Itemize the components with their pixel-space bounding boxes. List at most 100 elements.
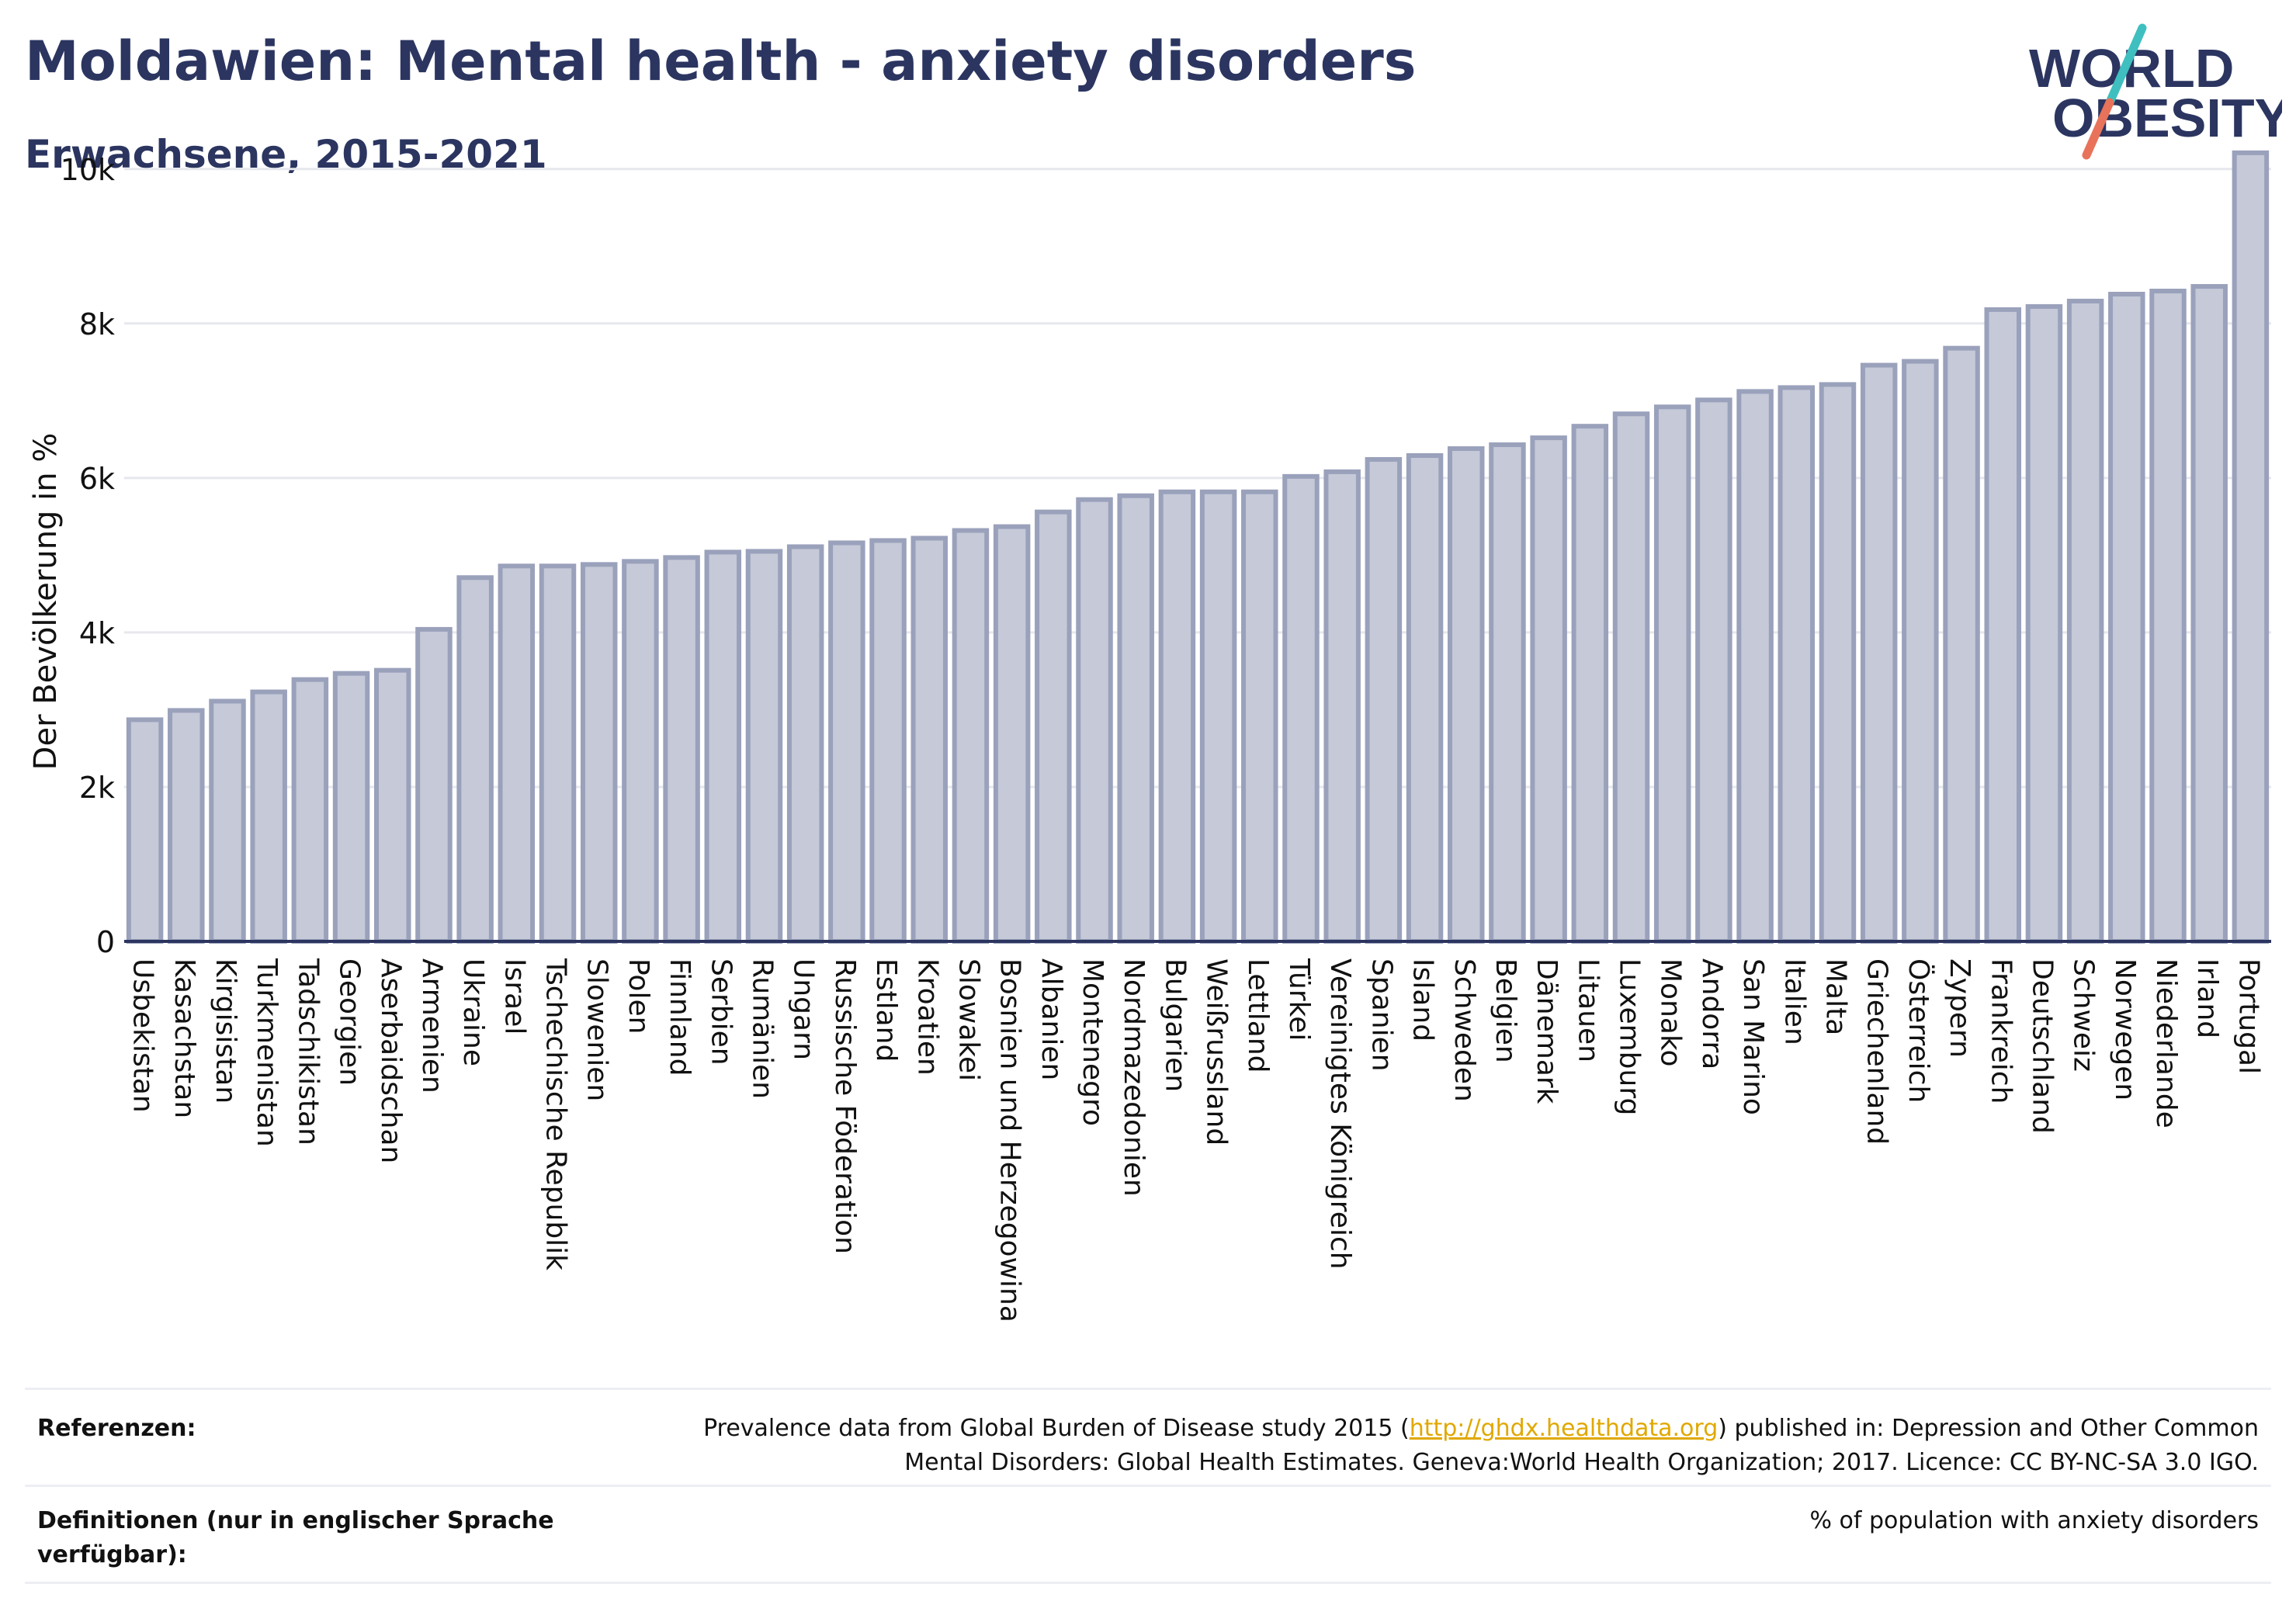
x-tick-label: Island bbox=[1407, 958, 1439, 1041]
x-tick-label: San Marino bbox=[1737, 958, 1769, 1115]
bar[interactable] bbox=[1117, 493, 1154, 944]
y-tick-label: 8k bbox=[79, 307, 115, 341]
definitions-label: Definitionen (nur in englischer Sprache … bbox=[37, 1504, 596, 1572]
bar[interactable] bbox=[374, 667, 411, 944]
bar[interactable] bbox=[1199, 489, 1237, 944]
references-text-before: Prevalence data from Global Burden of Di… bbox=[703, 1415, 1410, 1442]
bar[interactable] bbox=[2232, 150, 2270, 944]
x-tick-label: Frankreich bbox=[1985, 958, 2017, 1104]
bar[interactable] bbox=[456, 575, 494, 944]
bar[interactable] bbox=[1489, 442, 1526, 944]
x-tick-label: Ukraine bbox=[457, 958, 489, 1066]
x-tick-label: Dänemark bbox=[1531, 958, 1562, 1104]
x-tick-label: Luxemburg bbox=[1614, 958, 1646, 1115]
x-tick-label: Tschechische Republik bbox=[540, 958, 572, 1270]
x-tick-label: Kroatien bbox=[911, 958, 943, 1076]
x-tick-label: Griechenland bbox=[1861, 958, 1893, 1145]
logo-slash-bottom bbox=[2082, 98, 2114, 160]
bar[interactable] bbox=[1695, 397, 1732, 944]
x-tick-label: Kirgisistan bbox=[210, 958, 241, 1104]
bar[interactable] bbox=[1282, 473, 1320, 944]
bar[interactable] bbox=[1777, 385, 1816, 944]
bar[interactable] bbox=[539, 563, 577, 944]
bar[interactable] bbox=[1736, 389, 1774, 944]
bar[interactable] bbox=[1448, 446, 1485, 944]
bar[interactable] bbox=[745, 549, 783, 944]
bar[interactable] bbox=[291, 677, 329, 944]
bar[interactable] bbox=[1984, 307, 2021, 944]
bar[interactable] bbox=[952, 528, 990, 944]
bar[interactable] bbox=[209, 698, 246, 944]
references-row: Referenzen: Prevalence data from Global … bbox=[25, 1388, 2271, 1485]
bar[interactable] bbox=[1530, 435, 1567, 944]
bar[interactable] bbox=[1406, 452, 1444, 944]
bar[interactable] bbox=[2190, 284, 2228, 944]
x-tick-label: Turkmenistan bbox=[251, 958, 283, 1147]
bar[interactable] bbox=[332, 671, 370, 944]
x-tick-label: Belgien bbox=[1490, 958, 1521, 1063]
x-tick-label: Vereinigtes Königreich bbox=[1324, 958, 1356, 1270]
bar[interactable] bbox=[786, 544, 824, 944]
x-tick-label: Estland bbox=[870, 958, 902, 1062]
bar[interactable] bbox=[1902, 359, 1939, 944]
logo-slash-top bbox=[2105, 23, 2147, 107]
x-tick-label: Israel bbox=[498, 958, 530, 1035]
bar[interactable] bbox=[1860, 362, 1898, 944]
world-obesity-logo: WORLD OBESITY bbox=[2029, 23, 2282, 160]
bar[interactable] bbox=[622, 559, 659, 944]
bar[interactable] bbox=[993, 524, 1031, 944]
bar[interactable] bbox=[1035, 509, 1072, 944]
x-tick-label: Bosnien und Herzegowina bbox=[994, 958, 1026, 1322]
bar[interactable] bbox=[1612, 411, 1650, 944]
x-tick-label: Litauen bbox=[1572, 958, 1604, 1062]
bar[interactable] bbox=[2149, 289, 2187, 944]
bar[interactable] bbox=[828, 540, 865, 944]
x-tick-label: Georgien bbox=[334, 958, 366, 1086]
bar[interactable] bbox=[2025, 303, 2063, 944]
bar[interactable] bbox=[2108, 291, 2145, 944]
x-tick-label: Weißrussland bbox=[1201, 958, 1233, 1145]
x-tick-label: Schweiz bbox=[2068, 958, 2100, 1072]
bar[interactable] bbox=[663, 555, 700, 944]
x-tick-label: Norwegen bbox=[2109, 958, 2141, 1100]
x-tick-label: Lettland bbox=[1242, 958, 1274, 1073]
references-link[interactable]: http://ghdx.healthdata.org bbox=[1409, 1415, 1719, 1442]
x-ticks: Usbekistan Kasachstan Kirgisistan Turkmenis… bbox=[127, 958, 2265, 1322]
bar[interactable] bbox=[2066, 298, 2104, 944]
x-tick-label: Slowakei bbox=[952, 958, 984, 1081]
bar[interactable] bbox=[250, 689, 287, 944]
bar[interactable] bbox=[1653, 404, 1691, 944]
x-tick-label: Tadschikistan bbox=[292, 958, 324, 1145]
x-tick-label: Armenien bbox=[416, 958, 448, 1093]
bar[interactable] bbox=[1241, 489, 1278, 944]
bar[interactable] bbox=[910, 535, 948, 944]
bar[interactable] bbox=[1323, 469, 1361, 944]
x-tick-label: Albanien bbox=[1035, 958, 1067, 1080]
bar[interactable] bbox=[415, 626, 453, 944]
definitions-row: Definitionen (nur in englischer Sprache … bbox=[25, 1485, 2271, 1584]
bar[interactable] bbox=[498, 563, 536, 944]
bar[interactable] bbox=[1819, 382, 1857, 944]
y-tick-label: 6k bbox=[79, 462, 115, 496]
bar[interactable] bbox=[168, 708, 205, 944]
bar[interactable] bbox=[1076, 497, 1113, 944]
x-tick-label: Österreich bbox=[1902, 958, 1935, 1103]
bar-chart: 0 2k 4k 6k 8k 10k Usbekistan Kasachstan Kirgisi… bbox=[28, 150, 2271, 1322]
x-tick-label: Bulgarien bbox=[1159, 958, 1191, 1092]
bar[interactable] bbox=[1943, 345, 1980, 944]
x-tick-label: Schweden bbox=[1448, 958, 1480, 1102]
bar[interactable] bbox=[704, 549, 742, 944]
y-tick-label: 0 bbox=[96, 925, 115, 959]
bar[interactable] bbox=[869, 538, 907, 944]
bar[interactable] bbox=[1365, 456, 1403, 944]
references-label: Referenzen: bbox=[37, 1415, 196, 1442]
definitions-label-line1: Definitionen (nur in englischer Sprache bbox=[37, 1507, 554, 1534]
x-tick-label: Deutschland bbox=[2026, 958, 2058, 1134]
bar[interactable] bbox=[1158, 489, 1196, 944]
bar[interactable] bbox=[580, 562, 618, 944]
bar[interactable] bbox=[1571, 424, 1609, 944]
x-tick-label: Malta bbox=[1819, 958, 1851, 1035]
bar[interactable] bbox=[126, 717, 164, 944]
x-tick-label: Spanien bbox=[1365, 958, 1397, 1072]
x-tick-label: Zypern bbox=[1944, 958, 1975, 1058]
